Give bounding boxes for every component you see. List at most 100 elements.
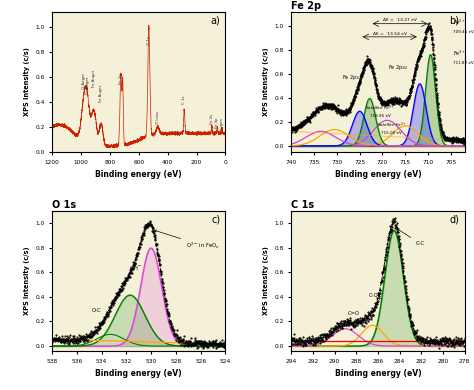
Point xyxy=(410,71,418,78)
Point xyxy=(310,337,318,344)
Point xyxy=(220,344,228,351)
Point xyxy=(303,118,310,124)
Point xyxy=(310,110,318,116)
Point xyxy=(322,101,330,108)
Point xyxy=(403,98,410,104)
Point xyxy=(309,110,317,117)
Point xyxy=(435,340,443,347)
Point xyxy=(333,323,340,330)
Point xyxy=(400,268,407,274)
Point xyxy=(145,222,152,228)
Point xyxy=(346,315,354,321)
Point xyxy=(295,123,302,129)
Point xyxy=(397,99,404,105)
Point xyxy=(139,230,147,236)
Point xyxy=(199,341,206,347)
Point xyxy=(411,69,419,75)
Point xyxy=(163,301,171,307)
Point xyxy=(417,50,424,56)
Point xyxy=(222,342,229,348)
Point xyxy=(417,52,424,58)
Point xyxy=(453,137,461,143)
Point xyxy=(369,71,377,77)
Point xyxy=(410,73,418,79)
Point xyxy=(79,335,86,341)
Point xyxy=(98,320,105,326)
Point xyxy=(418,45,426,51)
Point xyxy=(452,334,459,340)
Point xyxy=(353,88,360,94)
Point xyxy=(153,241,161,247)
Point xyxy=(435,110,442,117)
Y-axis label: XPS intensity (c/s): XPS intensity (c/s) xyxy=(263,48,269,116)
Point xyxy=(425,25,432,31)
Point xyxy=(403,98,411,105)
Point xyxy=(141,226,148,232)
Point xyxy=(79,333,87,339)
Point xyxy=(215,341,222,347)
Point xyxy=(377,278,385,285)
Point xyxy=(398,102,406,108)
Point xyxy=(455,335,462,341)
Point xyxy=(90,332,97,338)
Point xyxy=(310,110,318,116)
Point xyxy=(178,338,185,344)
Point xyxy=(392,96,400,102)
Point xyxy=(108,300,115,306)
Point xyxy=(104,309,111,315)
Point xyxy=(373,85,380,92)
Point xyxy=(450,136,457,142)
Point xyxy=(438,125,445,131)
Point xyxy=(105,307,113,313)
Point xyxy=(101,314,109,320)
Point xyxy=(313,338,321,344)
Point xyxy=(132,259,139,266)
Point xyxy=(442,135,450,141)
Point xyxy=(371,300,379,306)
Point xyxy=(453,337,461,343)
Point xyxy=(288,335,296,341)
Point xyxy=(422,34,429,40)
Point xyxy=(152,237,159,243)
Point xyxy=(375,95,383,101)
Point xyxy=(461,334,468,340)
Point xyxy=(383,246,390,252)
Point xyxy=(87,332,95,339)
Point xyxy=(393,98,401,104)
Point xyxy=(307,111,314,117)
Point xyxy=(433,337,440,343)
Point xyxy=(106,308,113,314)
Point xyxy=(353,86,361,92)
Point xyxy=(429,42,437,48)
Point xyxy=(346,319,353,326)
Point xyxy=(425,24,432,30)
Point xyxy=(392,100,400,106)
Point xyxy=(393,225,401,231)
Point xyxy=(415,55,423,62)
Point xyxy=(346,106,354,112)
Point xyxy=(447,137,454,143)
Point xyxy=(104,311,111,317)
Point xyxy=(342,111,350,117)
Point xyxy=(365,312,372,319)
Point xyxy=(325,102,332,108)
Point xyxy=(418,48,426,54)
Point xyxy=(415,335,423,342)
Point xyxy=(94,327,101,333)
Point xyxy=(376,95,384,101)
Point xyxy=(51,336,59,342)
Point xyxy=(306,338,314,344)
Point xyxy=(182,342,190,348)
Point xyxy=(425,21,432,27)
Point xyxy=(129,264,137,271)
Point xyxy=(195,338,202,344)
Point xyxy=(432,333,440,340)
Point xyxy=(377,279,384,285)
Point xyxy=(453,136,460,143)
Point xyxy=(302,342,310,348)
Point xyxy=(299,119,307,125)
Point xyxy=(184,340,191,347)
Point xyxy=(324,102,331,108)
Point xyxy=(428,337,436,343)
Point xyxy=(393,220,401,226)
